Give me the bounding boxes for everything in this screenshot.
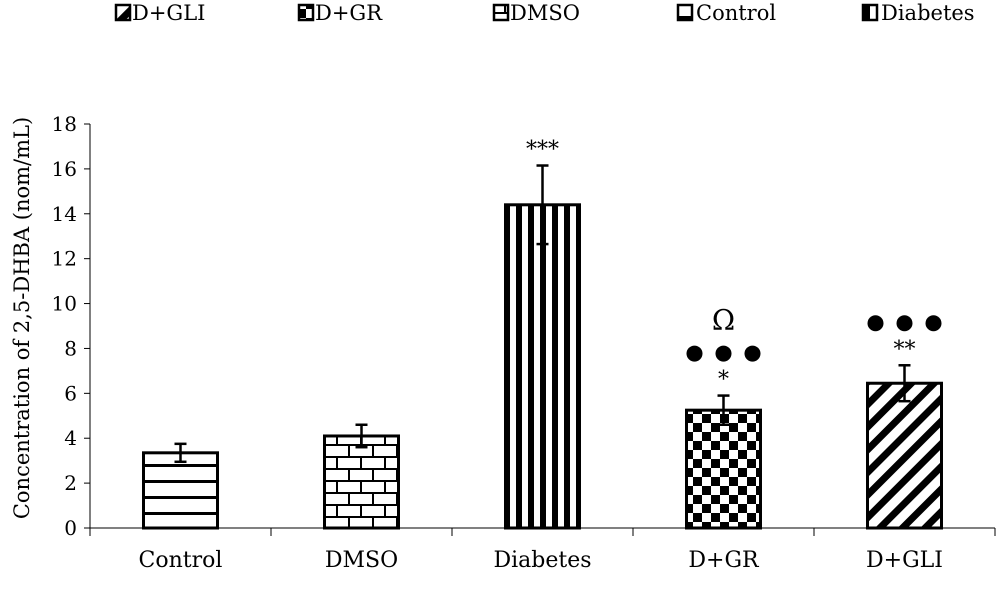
- legend-swatch-d-gli: [114, 3, 132, 22]
- legend-label-dmso: DMSO: [510, 1, 580, 25]
- significance-dot: [896, 315, 913, 332]
- y-tick-label: 6: [64, 381, 77, 405]
- legend-label-d-gli: D+GLI: [132, 1, 205, 25]
- legend: D+GLI D+GR DMSO Control Diabetes: [114, 1, 975, 25]
- y-tick-label: 18: [52, 112, 77, 136]
- legend-item-d-gli: D+GLI: [114, 1, 205, 25]
- legend-swatch-control: [676, 3, 694, 22]
- significance-dot: [686, 345, 703, 362]
- significance-dot: [925, 315, 942, 332]
- significance-omega-d-gr: Ω: [712, 304, 735, 337]
- category-labels: Control DMSO Diabetes D+GR D+GLI: [139, 548, 943, 573]
- bar-control: [142, 451, 219, 530]
- y-tick-label: 10: [52, 292, 77, 316]
- legend-item-dmso: DMSO: [492, 1, 580, 25]
- bar-dmso: [323, 434, 400, 530]
- y-tick-label: 2: [64, 471, 77, 495]
- legend-item-control: Control: [676, 1, 776, 25]
- legend-label-diabetes: Diabetes: [881, 1, 975, 25]
- bars: [142, 203, 943, 530]
- y-tick-label: 14: [52, 202, 77, 226]
- bar-d-gr: [685, 408, 762, 530]
- category-label-d-gli: D+GLI: [866, 548, 943, 573]
- legend-label-control: Control: [696, 1, 776, 25]
- significance-dot: [867, 315, 884, 332]
- y-tick-label: 0: [64, 516, 77, 540]
- category-label-dmso: DMSO: [325, 548, 398, 573]
- y-tick-label: 8: [64, 336, 77, 360]
- legend-item-d-gr: D+GR: [297, 1, 383, 25]
- category-label-diabetes: Diabetes: [493, 548, 591, 573]
- significance-stars-diabetes: ***: [526, 138, 559, 163]
- y-tick-label: 4: [64, 426, 77, 450]
- significance-dots-d-gli: [867, 315, 942, 332]
- y-axis-label: Concentration of 2,5-DHBA (nom/mL): [10, 117, 34, 519]
- y-tick-label: 16: [52, 157, 77, 181]
- significance-stars-d-gr: *: [718, 368, 729, 393]
- y-tick-label: 12: [52, 247, 77, 271]
- legend-label-d-gr: D+GR: [315, 1, 383, 25]
- significance-dots-d-gr: [686, 345, 761, 362]
- legend-swatch-dmso: [492, 3, 510, 22]
- significance-dot: [744, 345, 761, 362]
- bar-d-gli: [866, 381, 943, 530]
- significance-stars-d-gli: **: [894, 337, 916, 362]
- legend-swatch-diabetes: [861, 3, 879, 22]
- significance-dot: [715, 345, 732, 362]
- bar-diabetes: [504, 203, 581, 530]
- error-bars: [174, 164, 911, 464]
- legend-swatch-d-gr: [297, 3, 315, 22]
- legend-item-diabetes: Diabetes: [861, 1, 975, 25]
- significance-annotations: ****Ω**: [526, 138, 942, 393]
- y-axis: 0 2 4 6 8 10 12 14 16 18: [52, 112, 91, 540]
- category-label-d-gr: D+GR: [688, 548, 760, 573]
- category-label-control: Control: [139, 548, 223, 573]
